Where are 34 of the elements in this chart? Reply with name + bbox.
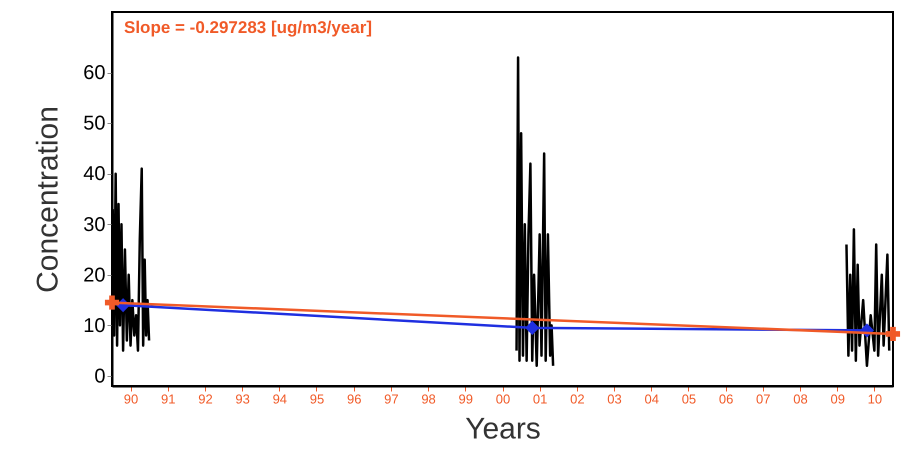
y-tick-label: 0 [94,365,106,388]
x-tick-label: 09 [830,392,845,406]
x-axis-title: Years [465,412,541,446]
x-tick-label: 00 [496,392,510,406]
x-tick-label: 06 [718,392,734,406]
point [525,320,540,335]
y-tick-label: 20 [83,264,106,286]
annotation: Slope = -0.297283 [ug/m3/year] [124,18,372,37]
x-tick-label: 07 [756,392,770,406]
x-tick-label: 03 [607,392,622,406]
x-tick-label: 05 [682,392,696,406]
y-tick-label: 60 [83,62,106,84]
x-tick-label: 93 [235,392,250,406]
y-axis-title: Concentration [31,106,64,293]
y-tick-label: 40 [83,163,106,186]
x-tick-label: 90 [124,392,138,406]
x-tick-label: 96 [347,392,362,406]
x-tick-label: 95 [310,392,324,406]
x-tick-label: 92 [198,392,213,406]
x-tick-label: 91 [160,392,176,406]
y-tick-label: 10 [83,314,106,337]
x-tick-label: 94 [272,392,288,406]
x-tick-label: 04 [644,392,659,406]
point [886,326,900,342]
x-tick-label: 97 [384,392,399,406]
x-tick-label: 02 [570,392,585,406]
y-tick-label: 30 [83,214,106,236]
x-tick-label: 01 [532,392,548,406]
y-tick-label: 50 [83,112,106,135]
x-tick-label: 10 [868,392,882,406]
point [104,296,120,310]
x-tick-label: 08 [793,392,808,406]
x-tick-label: 98 [421,392,436,406]
x-tick-label: 99 [458,392,473,406]
